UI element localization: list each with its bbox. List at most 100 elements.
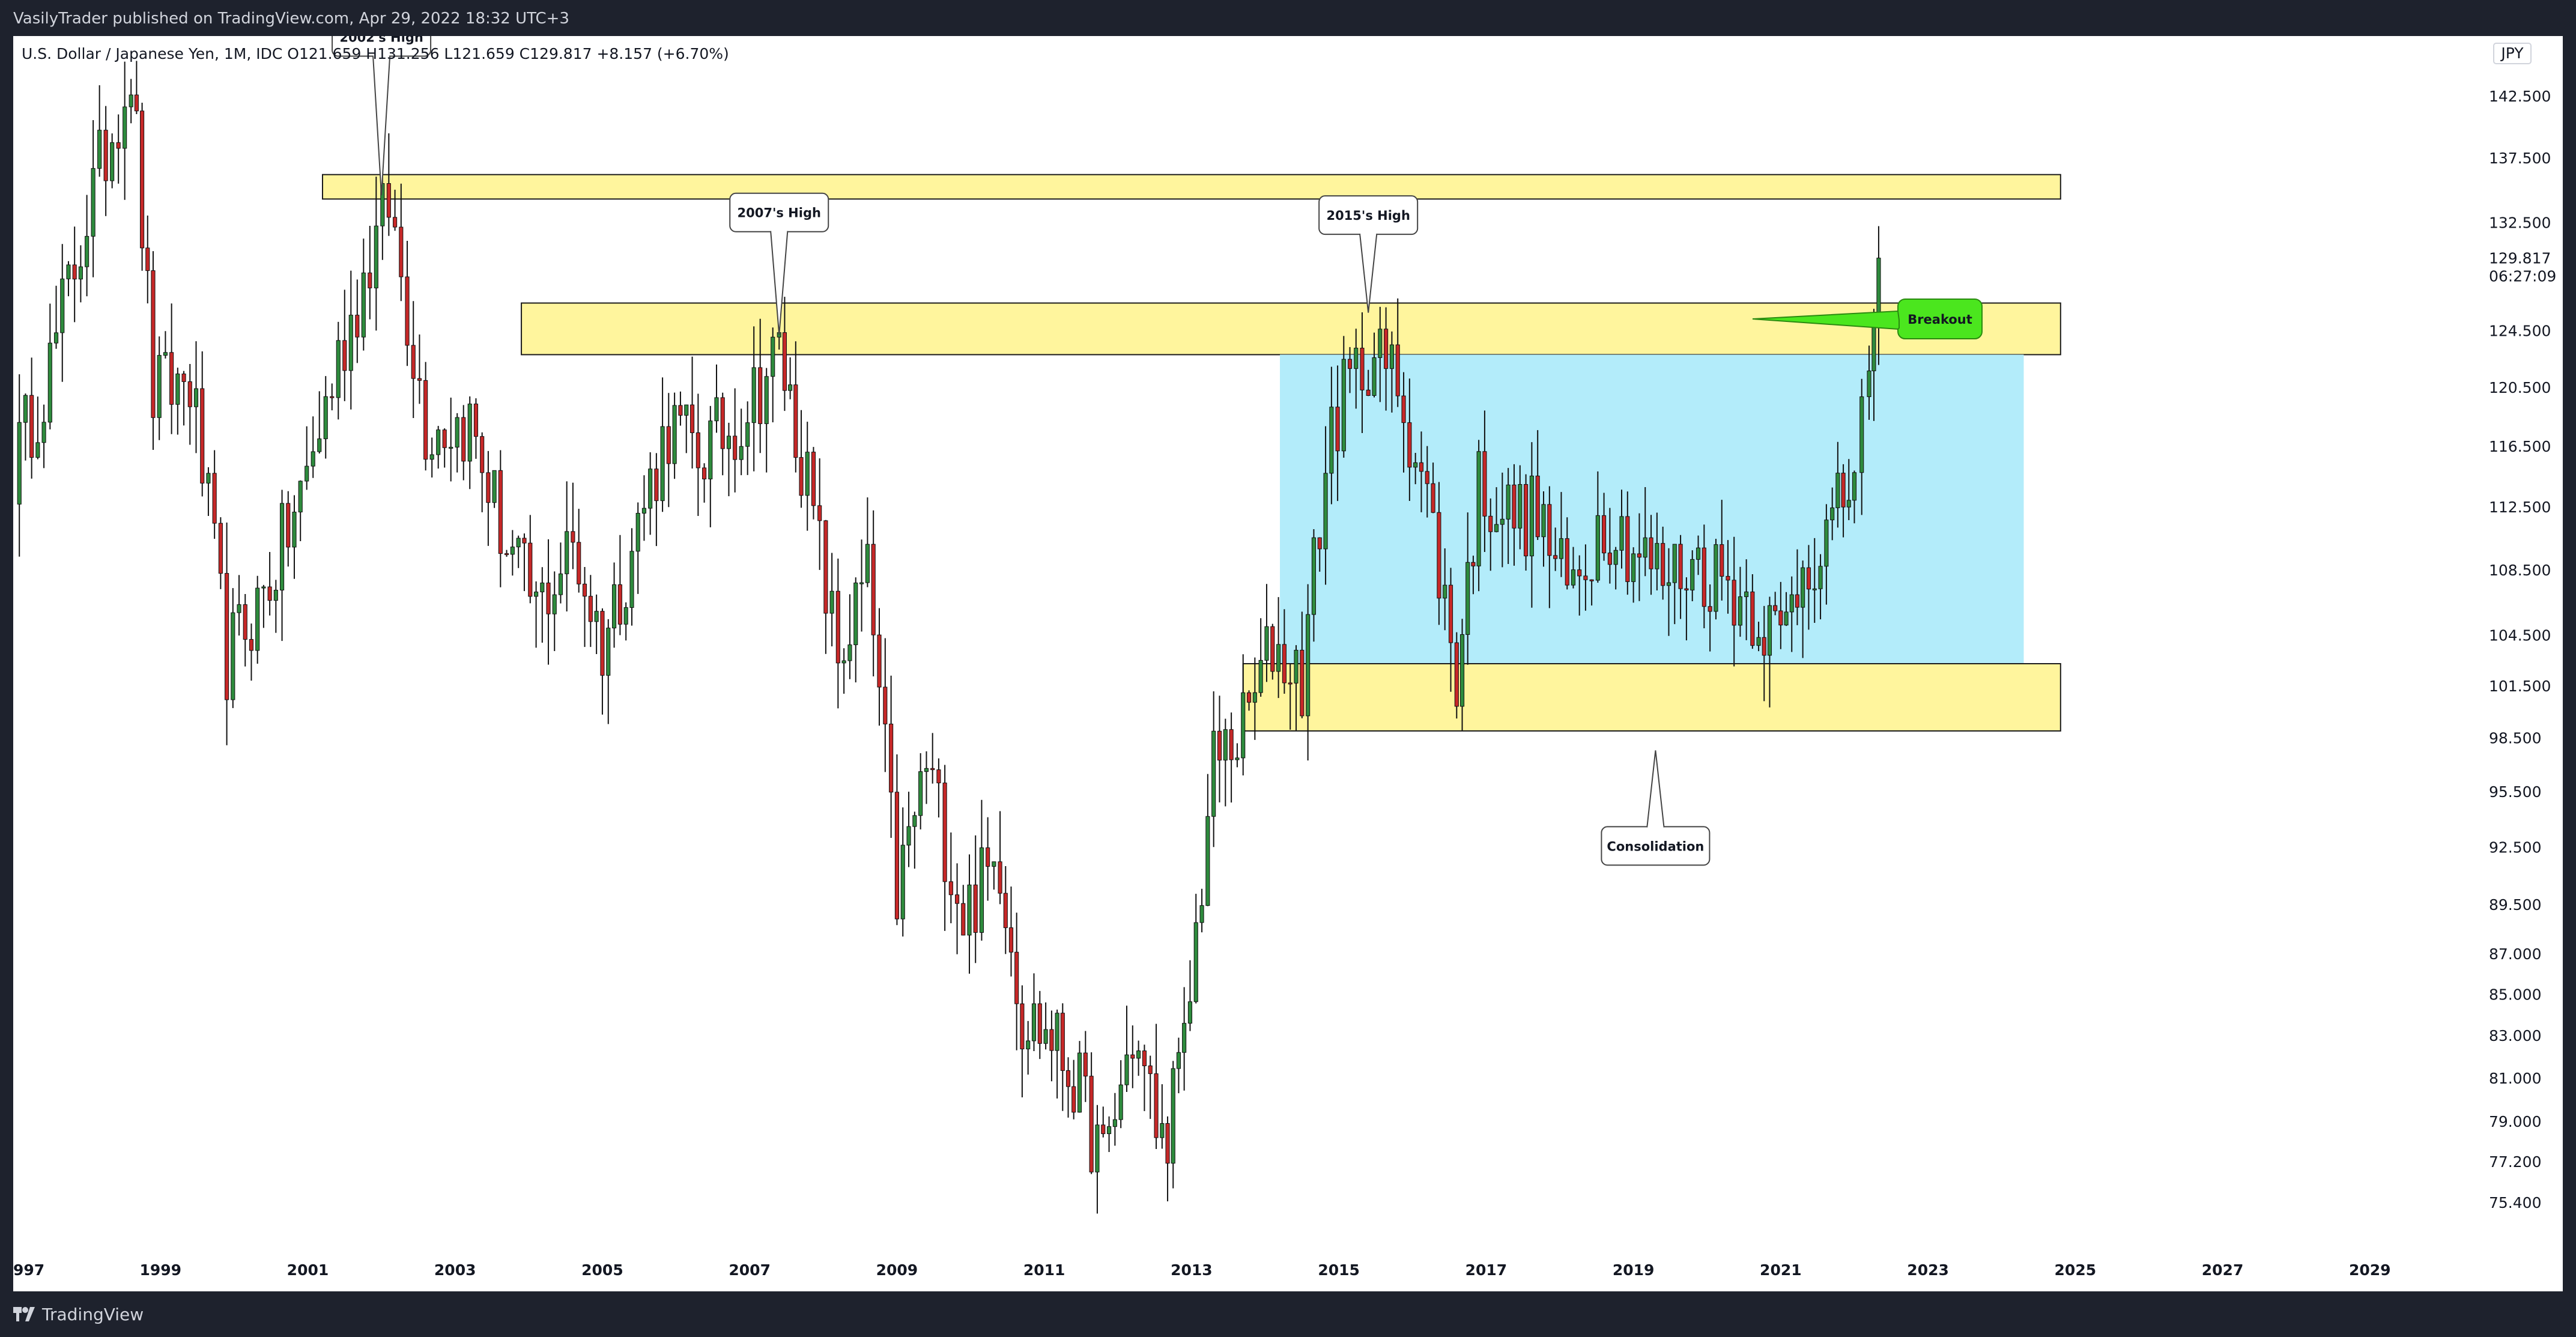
candle: [522, 533, 527, 592]
candle: [841, 648, 846, 694]
candle: [889, 675, 894, 838]
price-axis[interactable]: 142.500 137.500 132.500 124.500 120.500 116.5…: [2489, 88, 2556, 1211]
candle: [1518, 465, 1523, 550]
candle: [1750, 574, 1755, 649]
candle: [606, 619, 611, 724]
candle: [1329, 366, 1334, 505]
breakout-label: Breakout: [1908, 312, 1972, 327]
candle: [1366, 369, 1371, 396]
candle: [1176, 1037, 1181, 1094]
price-tick: 77.200: [2489, 1153, 2541, 1171]
year-tick: 2005: [581, 1261, 623, 1279]
candle: [635, 502, 640, 594]
candle: [393, 189, 398, 231]
candle: [666, 393, 671, 508]
candle: [461, 405, 466, 481]
candle: [629, 528, 634, 626]
candle: [565, 481, 569, 611]
year-tick: 2021: [1760, 1261, 1802, 1279]
candle: [467, 396, 472, 490]
candle: [1696, 535, 1701, 575]
price-tick: 116.500: [2489, 438, 2551, 455]
candle: [582, 567, 587, 647]
candle: [799, 410, 804, 508]
candle: [1229, 712, 1234, 803]
candle: [1732, 536, 1736, 667]
candle: [97, 85, 102, 177]
candle: [600, 608, 605, 715]
candle: [1684, 577, 1689, 641]
mid-resistance-zone: [521, 302, 2061, 356]
candle: [1744, 559, 1749, 640]
candle: [811, 447, 816, 520]
candle: [1378, 306, 1383, 402]
candle: [546, 539, 551, 665]
footer-bar: TradingView: [0, 1291, 2576, 1337]
candle: [1649, 515, 1653, 595]
candle: [764, 368, 769, 473]
candle: [1199, 888, 1204, 933]
candle: [1448, 568, 1453, 692]
candle: [654, 453, 659, 547]
candle: [1205, 774, 1210, 906]
zones-layer: [322, 174, 2061, 732]
candle: [1223, 718, 1228, 807]
candle: [361, 238, 366, 351]
year-tick: 2019: [1613, 1261, 1655, 1279]
year-tick: 2023: [1907, 1261, 1949, 1279]
candle: [181, 371, 186, 426]
candle: [330, 383, 335, 411]
candle: [1488, 498, 1493, 571]
candle: [1500, 472, 1505, 568]
candle: [311, 416, 315, 478]
candle: [1476, 440, 1481, 592]
candle: [386, 133, 391, 236]
candle: [1801, 560, 1805, 658]
candle: [623, 602, 628, 641]
currency-button[interactable]: JPY: [2493, 43, 2532, 64]
candle: [714, 364, 719, 433]
candle: [1583, 544, 1588, 611]
candle: [243, 593, 247, 667]
candle: [930, 733, 935, 784]
candle: [1778, 581, 1783, 649]
candle: [1130, 1025, 1135, 1088]
chart-area[interactable]: 2002's High 2007's High 2015's High Consoli…: [13, 36, 2563, 1291]
candle: [1818, 554, 1823, 620]
candle: [1459, 619, 1465, 731]
candle: [877, 608, 882, 726]
candle: [1118, 1060, 1123, 1129]
candle: [696, 393, 700, 517]
price-tick: 98.500: [2489, 730, 2541, 747]
candlestick-chart[interactable]: 2002's High 2007's High 2015's High Consoli…: [13, 36, 2563, 1291]
candle: [1187, 960, 1193, 1031]
candle: [134, 61, 139, 114]
candle: [1264, 584, 1269, 682]
candle: [1637, 513, 1641, 601]
callout-2007-s-high: 2007's High: [729, 192, 829, 335]
candle: [961, 885, 966, 936]
candle: [103, 106, 108, 216]
candle: [612, 562, 617, 648]
candle: [1413, 453, 1418, 485]
candle: [23, 393, 28, 461]
breakout-callout: Breakout: [1752, 299, 1983, 339]
candle: [1407, 378, 1412, 501]
candle: [924, 751, 929, 804]
price-tick: 137.500: [2489, 150, 2551, 167]
candle: [751, 326, 756, 471]
candle: [237, 575, 241, 636]
candle: [1720, 500, 1724, 601]
candle: [78, 245, 83, 303]
candle: [249, 623, 254, 681]
time-axis[interactable]: 997 1999 2001 2003 2005 2007 2009 2011 2013 2015 2…: [13, 1261, 2391, 1279]
candle: [1171, 1061, 1175, 1189]
candle: [678, 391, 683, 426]
candle: [1535, 430, 1540, 540]
candle: [1335, 365, 1340, 502]
candle: [998, 811, 1002, 905]
candle: [588, 575, 593, 647]
candle: [1824, 504, 1829, 605]
candle: [1154, 1023, 1159, 1150]
candle: [1317, 537, 1322, 572]
